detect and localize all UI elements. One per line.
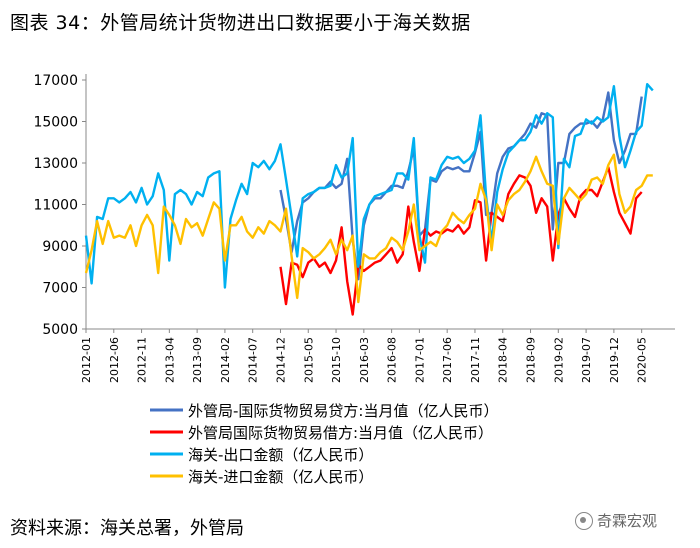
x-tick-label: 2014-07 — [247, 337, 260, 383]
x-tick-label: 2017-01 — [413, 337, 426, 383]
x-tick-label: 2015-10 — [330, 337, 343, 383]
wechat-icon — [575, 511, 593, 530]
x-tick-label: 2016-03 — [358, 337, 371, 383]
x-tick-label: 2014-12 — [274, 337, 287, 383]
series-line-2 — [84, 82, 654, 289]
x-tick-label: 2019-12 — [608, 337, 621, 383]
x-tick-label: 2012-06 — [108, 337, 121, 383]
legend-label-3: 海关-进口金额（亿人民币） — [188, 468, 373, 486]
x-tick-label: 2013-09 — [191, 337, 204, 383]
series-line-0 — [279, 91, 643, 281]
y-tick-label: 13000 — [33, 156, 78, 172]
y-tick-label: 11000 — [33, 198, 78, 214]
legend: 外管局-国际货物贸易贷方:当月值（亿人民币） 外管局国际货物贸易借方:当月值（亿人… — [150, 402, 498, 486]
y-tick-label: 9000 — [42, 239, 78, 255]
x-tick-label: 2018-09 — [525, 337, 538, 383]
source-note: 资料来源：海关总署，外管局 — [10, 518, 244, 539]
series-line-3 — [84, 153, 653, 304]
x-tick-label: 2020-05 — [636, 337, 649, 383]
legend-label-1: 外管局国际货物贸易借方:当月值（亿人民币） — [188, 424, 493, 442]
y-tick-label: 15000 — [33, 115, 78, 131]
watermark: 奇霖宏观 — [575, 510, 657, 531]
y-tick-label: 5000 — [42, 322, 78, 338]
watermark-text: 奇霖宏观 — [597, 512, 658, 530]
series-line-1 — [279, 165, 643, 316]
x-tick-label: 2019-07 — [580, 337, 593, 383]
x-tick-label: 2016-08 — [386, 337, 399, 383]
x-tick-label: 2019-02 — [552, 337, 565, 383]
x-tick-label: 2017-06 — [441, 337, 454, 383]
x-tick-label: 2012-01 — [80, 337, 93, 383]
x-tick-label: 2017-11 — [469, 337, 482, 383]
series-lines — [84, 82, 654, 316]
x-tick-label: 2015-05 — [302, 337, 315, 383]
y-tick-label: 7000 — [42, 281, 78, 297]
y-tick-label: 17000 — [33, 73, 78, 89]
x-tick-label: 2018-04 — [497, 337, 510, 383]
legend-label-0: 外管局-国际货物贸易贷方:当月值（亿人民币） — [188, 402, 498, 420]
legend-label-2: 海关-出口金额（亿人民币） — [188, 446, 373, 464]
x-tick-label: 2014-02 — [219, 337, 232, 383]
x-tick-label: 2012-11 — [136, 337, 149, 383]
x-tick-label: 2013-04 — [163, 337, 176, 383]
axes: 5000 7000 9000 11000 13000 15000 17000 2012-01 2… — [33, 73, 675, 383]
chart-title: 图表 34：外管局统计货物进出口数据要小于海关数据 — [10, 12, 471, 34]
line-chart: 5000 7000 9000 11000 13000 15000 17000 2012-01 2… — [33, 73, 675, 486]
